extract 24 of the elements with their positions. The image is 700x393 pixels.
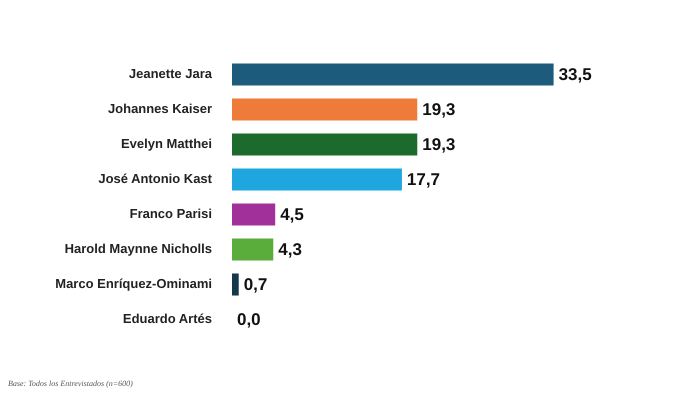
data-label: 33,5: [558, 65, 592, 84]
bar: [232, 98, 418, 121]
y-tick-label: José Antonio Kast: [98, 171, 213, 186]
data-label: 0,0: [237, 310, 261, 330]
y-tick-label: Eduardo Artés: [122, 311, 212, 326]
y-tick-label: Franco Parisi: [130, 206, 212, 222]
bar: [232, 168, 402, 191]
data-label: 19,3: [422, 135, 456, 154]
data-label: 4,3: [278, 240, 302, 260]
bar: [232, 238, 274, 261]
data-label: 17,7: [406, 170, 440, 190]
y-tick-label: Jeanette Jara: [128, 66, 213, 82]
data-label: 0,7: [244, 275, 268, 294]
data-label: 19,3: [422, 100, 456, 120]
y-tick-label: Marco Enríquez-Ominami: [55, 276, 212, 292]
bar: [232, 133, 418, 156]
data-label: 4,5: [280, 205, 304, 224]
text: Base: Todos los Entrevistados (n=600): [8, 379, 134, 388]
bar: [232, 203, 276, 226]
y-tick-label: Johannes Kaiser: [108, 101, 212, 116]
bar: [232, 273, 239, 296]
y-tick-label: Harold Maynne Nicholls: [64, 241, 212, 256]
y-tick-label: Evelyn Matthei: [120, 136, 212, 152]
bar: [232, 63, 554, 86]
